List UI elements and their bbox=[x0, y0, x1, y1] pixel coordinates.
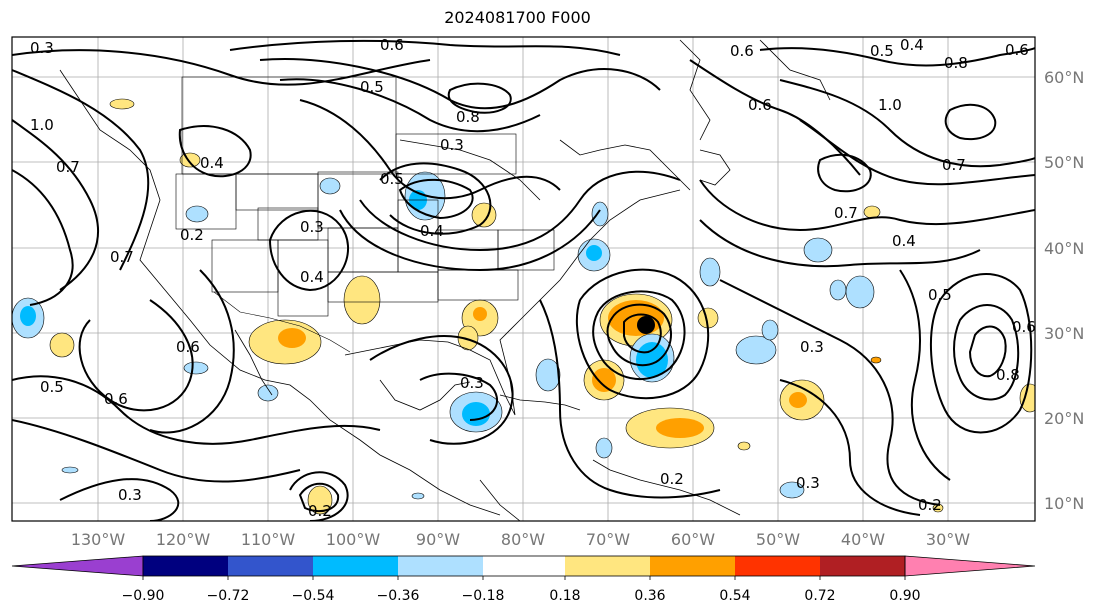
lon-label: 60°W bbox=[671, 530, 715, 549]
contour-label: 0.6 bbox=[176, 338, 200, 356]
contour-label: 0.5 bbox=[380, 170, 404, 188]
lon-label: 40°W bbox=[841, 530, 885, 549]
colorbar-tick-label: 0.72 bbox=[804, 588, 835, 604]
colorbar-cell bbox=[565, 556, 650, 576]
longitude-labels: 130°W 120°W 110°W 100°W 90°W 80°W 70°W 6… bbox=[71, 530, 970, 549]
contour-label: 0.4 bbox=[892, 232, 916, 250]
contour-label: 0.7 bbox=[942, 156, 966, 174]
contour-label: 0.3 bbox=[118, 486, 142, 504]
contour-label: 0.6 bbox=[380, 36, 404, 54]
contour-lines bbox=[12, 39, 1035, 521]
contour-label: 0.3 bbox=[460, 374, 484, 392]
lon-label: 110°W bbox=[241, 530, 296, 549]
colorbar-tick-labels: −0.90 −0.72 −0.54 −0.36 −0.18 0.18 0.36 … bbox=[122, 588, 921, 604]
colorbar-tick-label: −0.72 bbox=[207, 588, 250, 604]
lon-label: 90°W bbox=[416, 530, 460, 549]
colorbar-cell bbox=[820, 556, 905, 576]
contour-label: 0.2 bbox=[308, 502, 332, 520]
shaded-field bbox=[12, 98, 1035, 515]
contour-label: 0.6 bbox=[104, 390, 128, 408]
contour-label: 0.6 bbox=[748, 96, 772, 114]
colorbar-cell bbox=[228, 556, 313, 576]
colorbar-cell bbox=[483, 556, 565, 576]
colorbar-cells bbox=[11, 555, 1036, 580]
colorbar-cell bbox=[398, 556, 483, 576]
lat-label: 40°N bbox=[1044, 239, 1084, 258]
map-title: 2024081700 F000 bbox=[444, 8, 591, 27]
colorbar-tick-label: −0.90 bbox=[122, 588, 165, 604]
colorbar-extend-low bbox=[11, 555, 144, 577]
contour-label: 0.4 bbox=[900, 36, 924, 54]
contour-label: 0.5 bbox=[40, 378, 64, 396]
contour-label: 0.2 bbox=[918, 496, 942, 514]
map-frame bbox=[11, 36, 1036, 522]
contour-label: 0.5 bbox=[928, 286, 952, 304]
contour-label: 0.7 bbox=[56, 158, 80, 176]
lat-label: 30°N bbox=[1044, 324, 1084, 343]
colorbar-tick-label: 0.54 bbox=[719, 588, 750, 604]
lat-label: 10°N bbox=[1044, 494, 1084, 513]
storm-center-icon bbox=[637, 316, 655, 334]
colorbar-cell bbox=[735, 556, 820, 576]
contour-label: 1.0 bbox=[878, 96, 902, 114]
contour-label-group: 0.3 0.6 0.6 0.5 0.4 0.6 0.8 0.6 1.0 0.7 … bbox=[30, 36, 1036, 520]
contour-label: 0.8 bbox=[456, 108, 480, 126]
colorbar-extend-high bbox=[904, 555, 1036, 577]
colorbar-tick-label: −0.54 bbox=[292, 588, 335, 604]
contour-label: 0.5 bbox=[870, 42, 894, 60]
colorbar-tick-label: 0.90 bbox=[889, 588, 920, 604]
contour-label: 0.2 bbox=[180, 226, 204, 244]
contour-label: 0.6 bbox=[730, 42, 754, 60]
lat-label: 50°N bbox=[1044, 153, 1084, 172]
colorbar-tick-label: −0.18 bbox=[462, 588, 505, 604]
contour-label: 0.7 bbox=[834, 204, 858, 222]
colorbar: −0.90 −0.72 −0.54 −0.36 −0.18 0.18 0.36 … bbox=[11, 555, 1036, 604]
contour-label: 0.3 bbox=[440, 136, 464, 154]
contour-label: 0.4 bbox=[300, 268, 324, 286]
contour-label: 0.8 bbox=[944, 54, 968, 72]
colorbar-tick-label: 0.18 bbox=[549, 588, 580, 604]
colorbar-tick-label: −0.36 bbox=[377, 588, 420, 604]
contour-label: 0.2 bbox=[660, 470, 684, 488]
lat-label: 60°N bbox=[1044, 68, 1084, 87]
lon-label: 130°W bbox=[71, 530, 126, 549]
colorbar-cell bbox=[143, 556, 228, 576]
lat-label: 20°N bbox=[1044, 409, 1084, 428]
latitude-labels: 60°N 50°N 40°N 30°N 20°N 10°N bbox=[1044, 68, 1084, 513]
contour-label: 0.8 bbox=[996, 366, 1020, 384]
contour-label: 0.3 bbox=[30, 39, 54, 57]
contour-label: 1.0 bbox=[30, 116, 54, 134]
contour-label: 0.4 bbox=[420, 222, 444, 240]
contour-label: 0.7 bbox=[110, 248, 134, 266]
colorbar-tick-label: 0.36 bbox=[634, 588, 665, 604]
lon-label: 100°W bbox=[326, 530, 381, 549]
contour-label: 0.3 bbox=[300, 218, 324, 236]
lon-label: 80°W bbox=[501, 530, 545, 549]
lon-label: 70°W bbox=[586, 530, 630, 549]
contour-label: 0.5 bbox=[360, 78, 384, 96]
contour-label: 0.3 bbox=[800, 338, 824, 356]
contour-label: 0.6 bbox=[1005, 41, 1029, 59]
colorbar-cell bbox=[313, 556, 398, 576]
lon-label: 30°W bbox=[926, 530, 970, 549]
contour-label: 0.3 bbox=[796, 474, 820, 492]
lon-label: 120°W bbox=[156, 530, 211, 549]
colorbar-cell bbox=[650, 556, 735, 576]
colorbar-frame bbox=[142, 555, 906, 577]
lon-label: 50°W bbox=[756, 530, 800, 549]
contour-label: 0.6 bbox=[1012, 318, 1036, 336]
map-panel: 0.3 0.6 0.6 0.5 0.4 0.6 0.8 0.6 1.0 0.7 … bbox=[12, 36, 1036, 521]
contour-label: 0.4 bbox=[200, 154, 224, 172]
